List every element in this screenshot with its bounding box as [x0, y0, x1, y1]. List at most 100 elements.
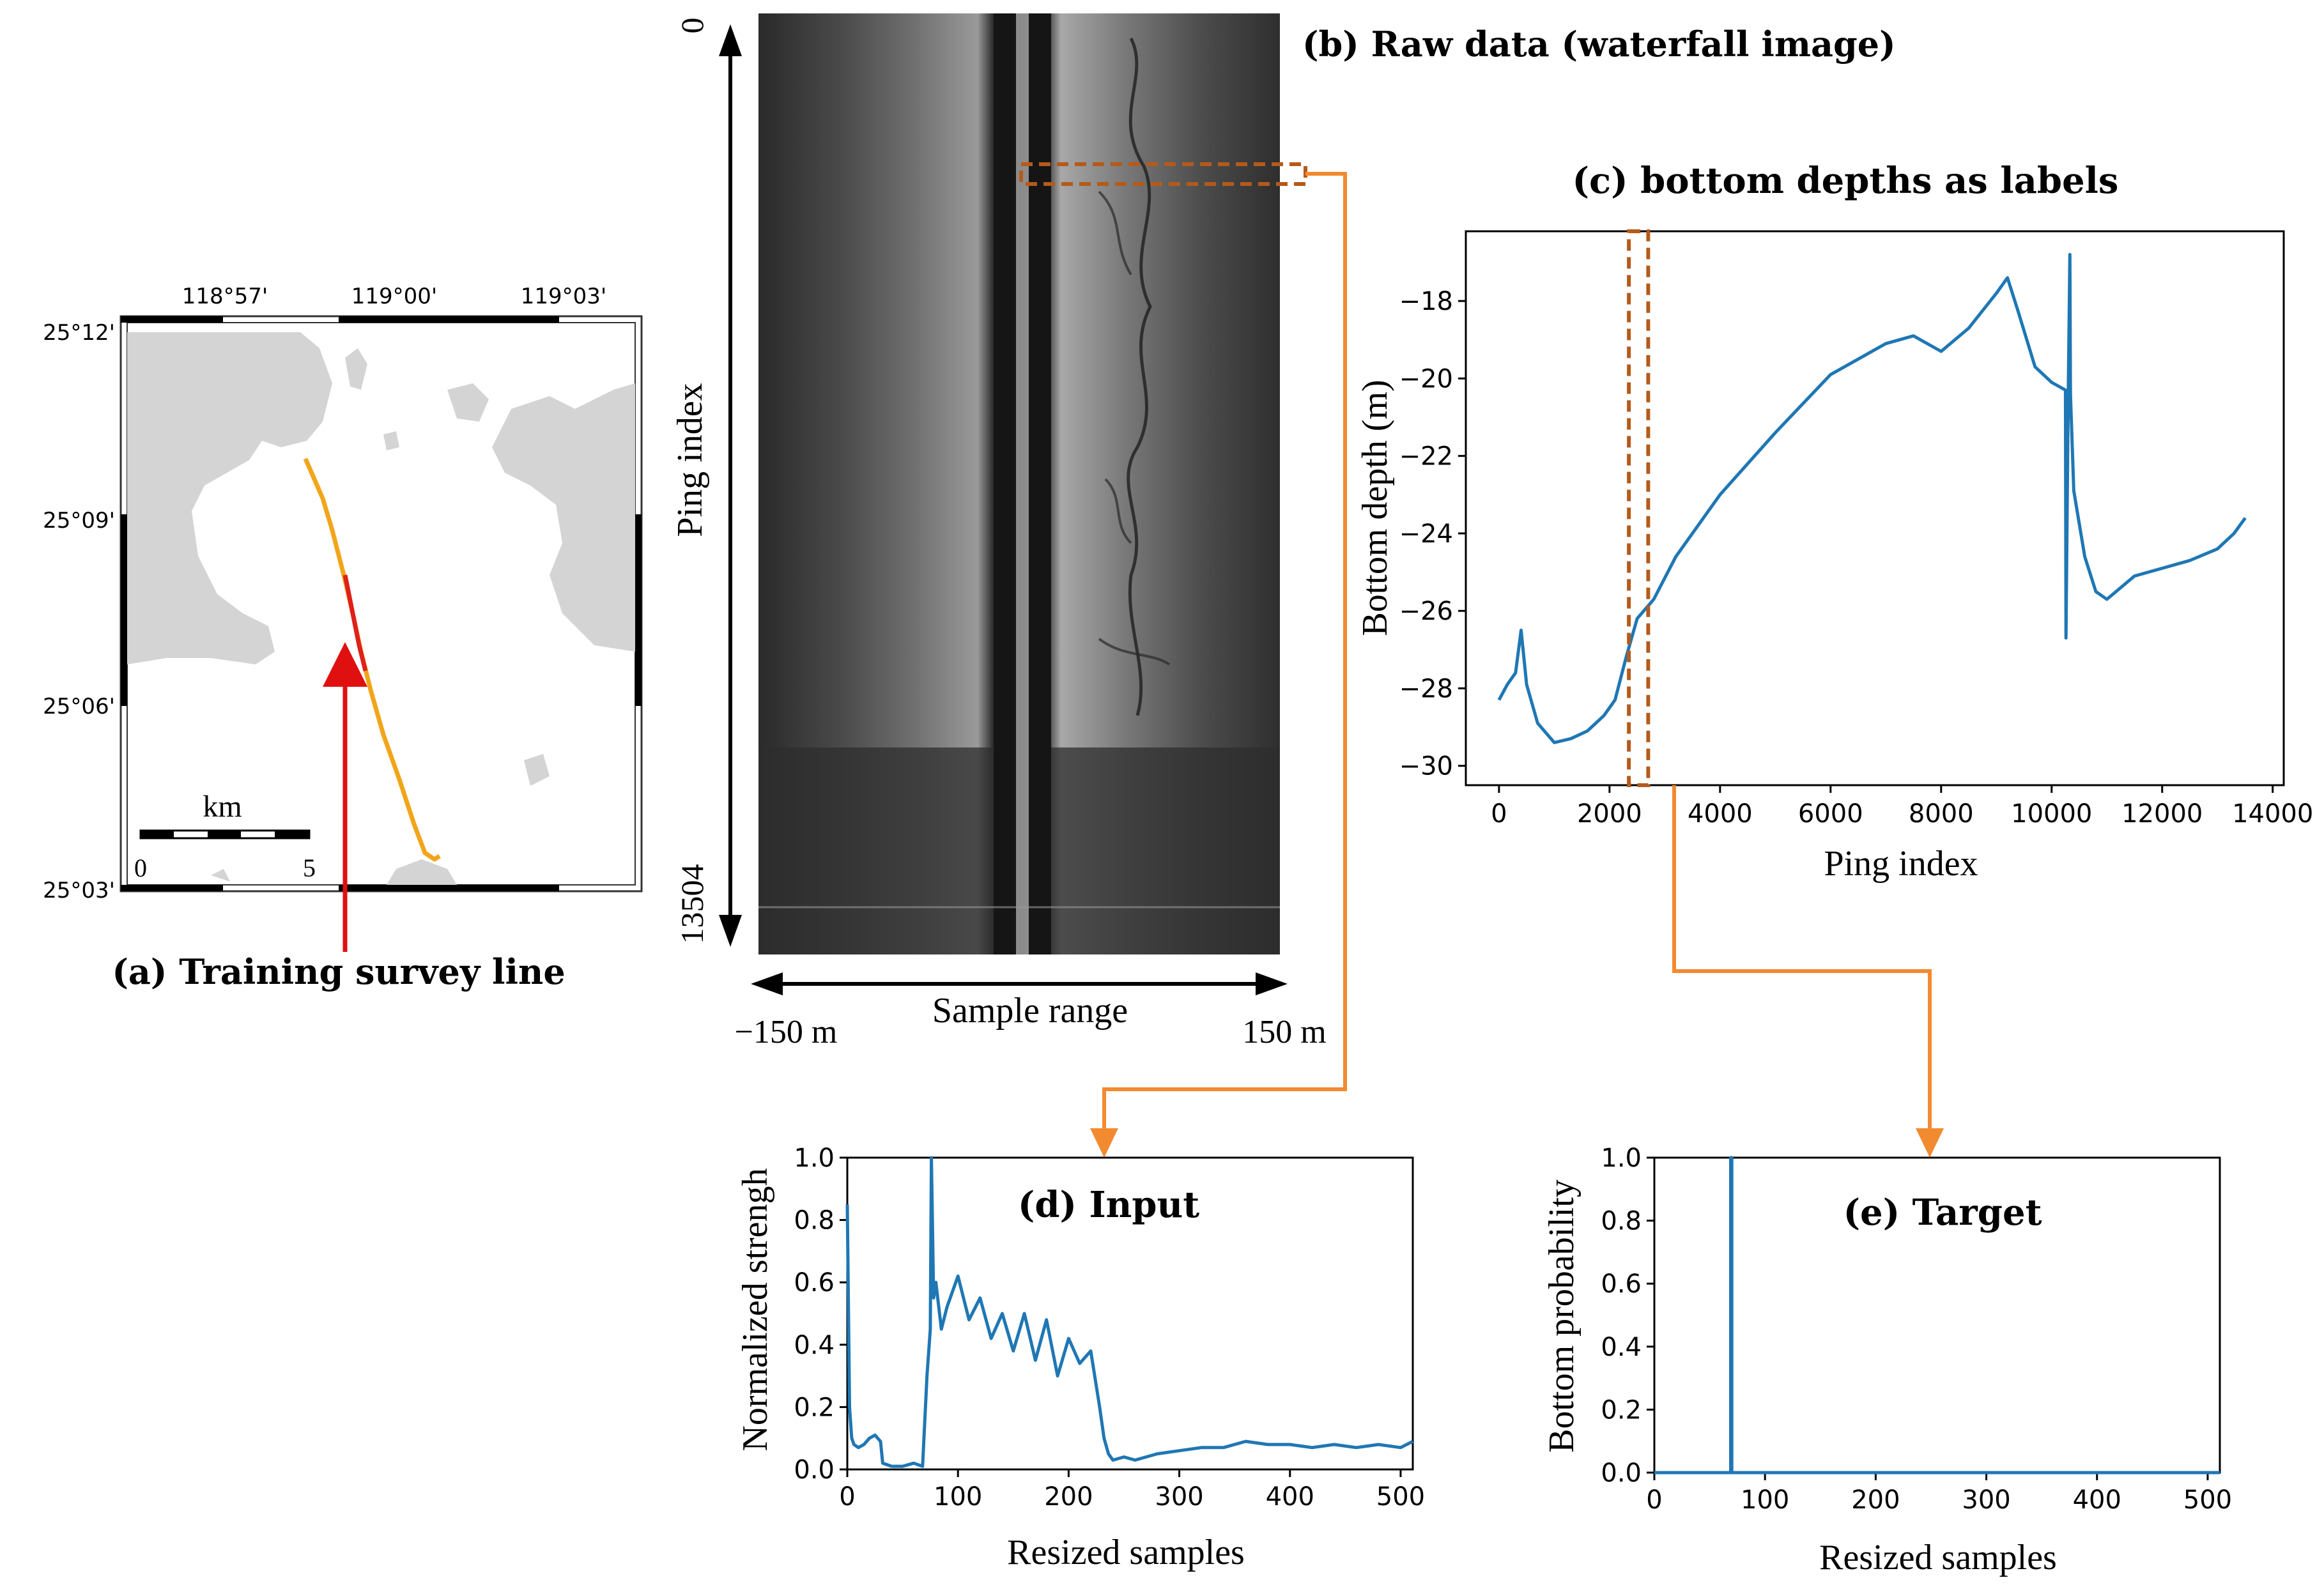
y-tick-label: 0.0 [794, 1455, 835, 1485]
ping-axis-arrowhead-bottom [719, 915, 742, 947]
x-tick-label: 0 [1491, 799, 1507, 829]
scale-min-label: 0 [134, 854, 147, 882]
lat-tick-label: 25°06' [43, 694, 115, 719]
lon-tick-label: 119°00' [351, 284, 438, 309]
x-tick-label: 300 [1155, 1482, 1203, 1512]
y-tick-label: −28 [1399, 674, 1453, 703]
scale-max-label: 5 [303, 854, 316, 882]
land-west [127, 332, 332, 664]
land-islet-small [211, 869, 230, 882]
land-east [492, 383, 635, 652]
x-tick-label: 400 [1266, 1482, 1314, 1512]
y-tick-label: 0.6 [794, 1268, 835, 1298]
caption-a: (a) Training survey line [112, 951, 565, 992]
x-tick-label: 8000 [1909, 799, 1974, 829]
y-tick-label: 0.0 [1601, 1459, 1642, 1488]
ping-axis-arrowhead-top [719, 24, 742, 56]
chart-d-xlabel: Resized samples [1007, 1533, 1245, 1572]
land-islet-small [524, 754, 550, 786]
y-tick-label: −30 [1399, 752, 1453, 781]
scale-bar [139, 829, 311, 839]
land-islet-small [383, 431, 399, 450]
land-east-islet [447, 383, 489, 422]
x-tick-label: 500 [1376, 1482, 1425, 1512]
x-tick-label: 100 [934, 1482, 982, 1512]
panel-b-waterfall: Ping index 0 13504 Sample range −150 m 1… [670, 13, 1896, 1158]
y-tick-label: −18 [1399, 287, 1453, 316]
chart-c-xlabel: Ping index [1824, 844, 1978, 884]
y-tick-label: 0.2 [1601, 1395, 1642, 1425]
y-tick-label: −26 [1399, 597, 1453, 626]
x-tick-label: 0 [839, 1482, 855, 1512]
land-west-islet [345, 348, 367, 390]
highlight-range-rect [1627, 229, 1651, 787]
x-tick-label: 100 [1741, 1485, 1789, 1515]
ping-axis-label: Ping index [670, 383, 710, 537]
x-tick-label: 10000 [2011, 799, 2092, 829]
chart-d-title: (d) Input [1018, 1184, 1199, 1226]
y-tick-label: −22 [1399, 442, 1453, 471]
scale-unit: km [203, 790, 242, 824]
y-tick-label: 0.2 [794, 1393, 835, 1422]
map-border-bar [339, 316, 559, 323]
waterfall-center-line [1016, 13, 1029, 954]
x-tick-label: 400 [2073, 1485, 2121, 1515]
sample-axis-label: Sample range [932, 991, 1128, 1031]
chart-e-ylabel: Bottom probability [1542, 1179, 1581, 1453]
chart-e-xlabel: Resized samples [1819, 1538, 2057, 1577]
sample-axis-arrowhead-left [751, 972, 783, 995]
map-border-bar [339, 885, 559, 891]
connector-b-to-d [1102, 172, 1347, 1130]
x-tick-label: 300 [1962, 1485, 2010, 1515]
ping-bottom-label: 13504 [674, 864, 710, 944]
chart-d-ylabel: Normalized strengh [735, 1168, 775, 1451]
ping-top-label: 0 [674, 18, 710, 34]
x-tick-label: 200 [1044, 1482, 1093, 1512]
x-tick-label: 4000 [1688, 799, 1753, 829]
sample-right-label: 150 m [1242, 1014, 1326, 1050]
map-border-bar [121, 885, 223, 891]
caption-b: (b) Raw data (waterfall image) [1302, 24, 1896, 65]
y-tick-label: 0.6 [1601, 1269, 1642, 1299]
sample-left-label: −150 m [735, 1014, 838, 1050]
x-tick-label: 12000 [2121, 799, 2203, 829]
chart-c-frame [1465, 230, 2285, 786]
connector-c-to-e [1672, 785, 1932, 1130]
chart-c-title: (c) bottom depths as labels [1573, 160, 2119, 202]
y-tick-label: 1.0 [794, 1144, 835, 1173]
series-line-e [1654, 1156, 2220, 1475]
x-tick-label: 6000 [1798, 799, 1863, 829]
x-tick-label: 200 [1851, 1485, 1900, 1515]
y-tick-label: 0.4 [1601, 1333, 1642, 1362]
y-tick-label: −24 [1399, 519, 1453, 549]
y-tick-label: 1.0 [1601, 1144, 1642, 1173]
chart-d: (d) Input Resized samples Normalized str… [735, 1144, 1425, 1572]
lat-tick-label: 25°03' [43, 878, 115, 903]
connector-arrowhead-d [1090, 1128, 1118, 1158]
map-border-bar [121, 514, 127, 706]
lon-tick-label: 119°03' [521, 284, 607, 309]
chart-c-ylabel: Bottom depth (m) [1355, 379, 1395, 636]
x-tick-label: 500 [2183, 1485, 2232, 1515]
series-line-c [1497, 252, 2247, 744]
lon-tick-label: 118°57' [182, 284, 268, 309]
y-tick-label: 0.4 [794, 1331, 835, 1360]
y-tick-label: −20 [1399, 364, 1453, 394]
survey-track [303, 457, 441, 862]
map-border-bar [635, 514, 642, 706]
lat-tick-label: 25°12' [43, 320, 115, 346]
sample-axis-arrowhead-right [1256, 972, 1288, 995]
x-tick-label: 2000 [1577, 799, 1642, 829]
lat-tick-label: 25°09' [43, 508, 115, 533]
y-tick-label: 0.8 [1601, 1207, 1642, 1236]
chart-c: (c) bottom depths as labels Ping index B… [1355, 160, 2313, 1158]
x-tick-label: 0 [1646, 1485, 1662, 1515]
chart-e: (e) Target Resized samples Bottom probab… [1542, 1144, 2232, 1577]
map-border-bar [121, 316, 223, 323]
y-tick-label: 0.8 [794, 1206, 835, 1236]
chart-e-title: (e) Target [1843, 1192, 2042, 1234]
panel-a-map: km 0 5 118°57' 119°00' 119°03' 25°12' 25… [43, 284, 643, 992]
land-south-cape [387, 859, 457, 885]
x-tick-label: 14000 [2232, 799, 2313, 829]
